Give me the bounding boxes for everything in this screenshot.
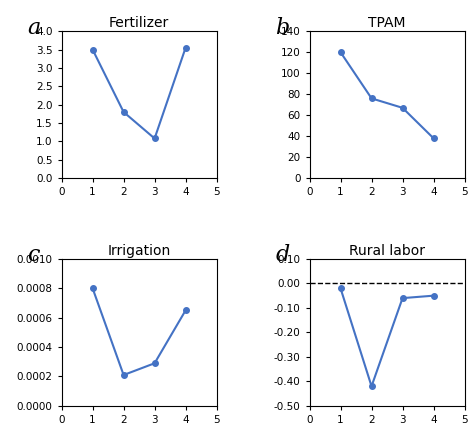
Text: c: c xyxy=(27,244,40,266)
Text: b: b xyxy=(275,17,290,38)
Title: Irrigation: Irrigation xyxy=(108,244,171,258)
Title: Fertilizer: Fertilizer xyxy=(109,16,169,30)
Text: a: a xyxy=(27,17,41,38)
Title: TPAM: TPAM xyxy=(368,16,406,30)
Title: Rural labor: Rural labor xyxy=(349,244,425,258)
Text: d: d xyxy=(275,244,290,266)
